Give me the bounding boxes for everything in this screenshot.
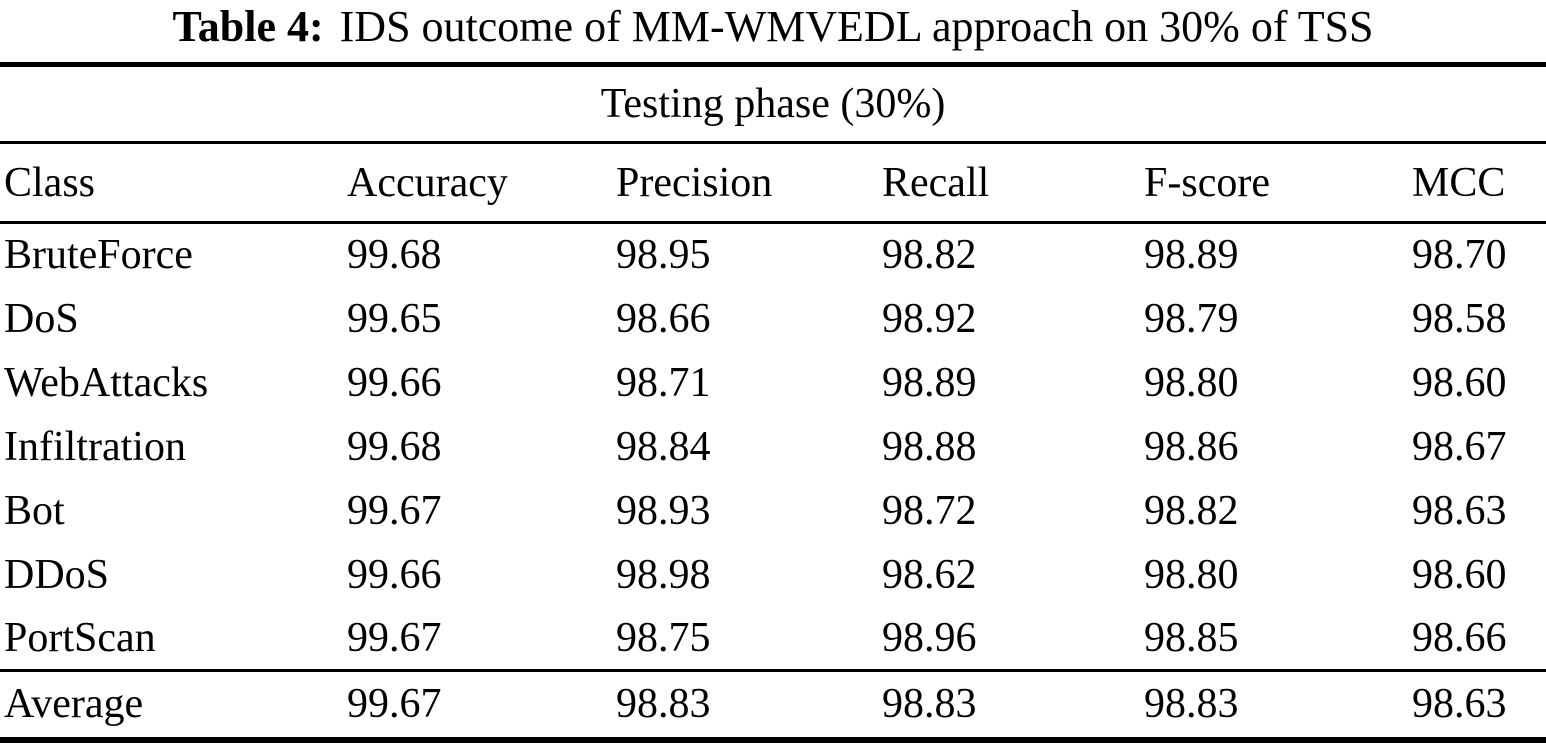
table-row-average: Average 99.67 98.83 98.83 98.83 98.63 xyxy=(0,671,1546,740)
cell-precision: 98.95 xyxy=(616,232,711,279)
table-row-ddos: DDoS 99.66 98.98 98.62 98.80 98.60 xyxy=(0,543,1546,607)
cell-mcc: 98.60 xyxy=(1412,359,1507,406)
cell-mcc: 98.67 xyxy=(1412,423,1507,470)
group-header-row: Testing phase (30%) xyxy=(0,64,1546,144)
cell-mcc: 98.63 xyxy=(1412,487,1507,534)
column-header-recall: Recall xyxy=(878,142,1140,224)
cell-fscore: 98.82 xyxy=(1144,487,1239,534)
cell-precision: 98.66 xyxy=(616,295,711,342)
cell-class: DoS xyxy=(4,295,79,342)
cell-fscore: 98.86 xyxy=(1144,423,1239,470)
table-row-bruteforce: BruteForce 99.68 98.95 98.82 98.89 98.70 xyxy=(0,223,1546,287)
cell-class: Infiltration xyxy=(4,423,186,470)
cell-precision: 98.84 xyxy=(616,423,711,470)
cell-mcc: 98.58 xyxy=(1412,295,1507,342)
cell-recall: 98.82 xyxy=(882,232,977,279)
column-header-mcc: MCC xyxy=(1408,142,1546,224)
cell-precision: 98.71 xyxy=(616,359,711,406)
cell-mcc: 98.60 xyxy=(1412,551,1507,598)
column-header-precision: Precision xyxy=(612,142,878,224)
cell-accuracy: 99.66 xyxy=(347,359,442,406)
cell-class: PortScan xyxy=(0,606,343,672)
cell-accuracy: 99.68 xyxy=(347,423,442,470)
cell-recall: 98.96 xyxy=(878,606,1140,672)
cell-precision: 98.93 xyxy=(616,487,711,534)
cell-recall: 98.83 xyxy=(882,681,977,728)
column-header-fscore: F-score xyxy=(1140,142,1408,224)
cell-precision: 98.83 xyxy=(616,681,711,728)
column-header-row: Class Accuracy Precision Recall F-score … xyxy=(0,142,1546,224)
column-header-accuracy: Accuracy xyxy=(343,142,612,224)
cell-mcc: 98.66 xyxy=(1408,606,1546,672)
caption-label: Table 4: xyxy=(172,1,324,51)
cell-accuracy: 99.67 xyxy=(347,681,442,728)
cell-class: WebAttacks xyxy=(4,359,209,406)
cell-class: Bot xyxy=(4,487,65,534)
cell-mcc: 98.70 xyxy=(1412,232,1507,279)
cell-fscore: 98.80 xyxy=(1144,359,1239,406)
cell-class: BruteForce xyxy=(4,232,193,279)
cell-recall: 98.88 xyxy=(882,423,977,470)
cell-accuracy: 99.67 xyxy=(343,606,612,672)
cell-fscore: 98.79 xyxy=(1144,295,1239,342)
cell-class: DDoS xyxy=(4,551,110,598)
caption-text: IDS outcome of MM-WMVEDL approach on 30%… xyxy=(339,1,1374,51)
cell-precision: 98.75 xyxy=(612,606,878,672)
cell-fscore: 98.89 xyxy=(1144,232,1239,279)
cell-recall: 98.89 xyxy=(882,359,977,406)
cell-recall: 98.62 xyxy=(882,551,977,598)
table-caption: Table 4: IDS outcome of MM-WMVEDL approa… xyxy=(0,0,1546,62)
cell-accuracy: 99.68 xyxy=(347,232,442,279)
table-row-bot: Bot 99.67 98.93 98.72 98.82 98.63 xyxy=(0,479,1546,543)
cell-fscore: 98.85 xyxy=(1140,606,1408,672)
cell-fscore: 98.80 xyxy=(1144,551,1239,598)
cell-accuracy: 99.66 xyxy=(347,551,442,598)
results-table: Testing phase (30%) Class Accuracy Preci… xyxy=(0,62,1546,743)
table-row-infiltration: Infiltration 99.68 98.84 98.88 98.86 98.… xyxy=(0,415,1546,479)
column-header-class: Class xyxy=(0,142,343,224)
cell-recall: 98.92 xyxy=(882,295,977,342)
cell-precision: 98.98 xyxy=(616,551,711,598)
cell-accuracy: 99.65 xyxy=(347,295,442,342)
table-row-webattacks: WebAttacks 99.66 98.71 98.89 98.80 98.60 xyxy=(0,351,1546,415)
cell-recall: 98.72 xyxy=(882,487,977,534)
cell-fscore: 98.83 xyxy=(1144,681,1239,728)
cell-class: Average xyxy=(4,681,144,728)
cell-mcc: 98.63 xyxy=(1412,681,1507,728)
table-row-dos: DoS 99.65 98.66 98.92 98.79 98.58 xyxy=(0,287,1546,351)
group-header: Testing phase (30%) xyxy=(0,64,1546,144)
cell-accuracy: 99.67 xyxy=(347,487,442,534)
table-row-portscan: PortScan 99.67 98.75 98.96 98.85 98.66 xyxy=(0,606,1546,672)
